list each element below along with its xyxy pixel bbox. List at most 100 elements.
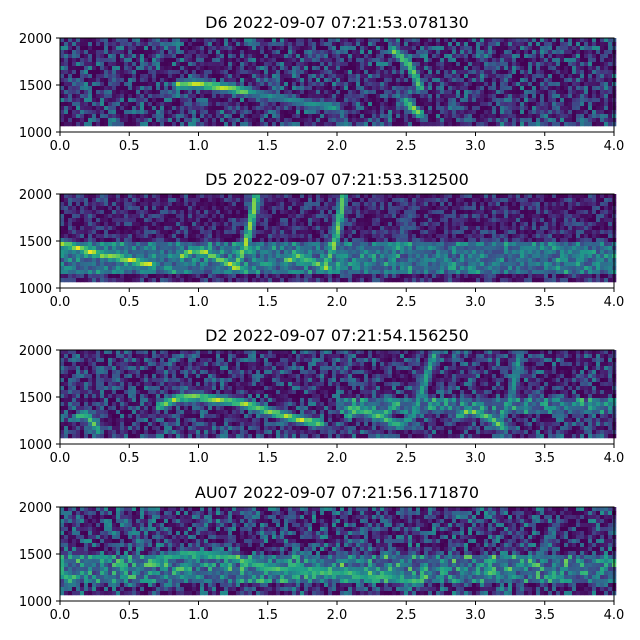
spectrogram-cell — [472, 46, 477, 51]
spectrogram-cell — [76, 218, 81, 223]
spectrogram-cell — [204, 206, 209, 211]
spectrogram-cell — [528, 206, 533, 211]
spectrogram-cell — [196, 70, 201, 75]
spectrogram-cell — [348, 38, 353, 43]
spectrogram-cell — [400, 114, 405, 119]
spectrogram-cell — [488, 42, 493, 47]
spectrogram-cell — [144, 106, 149, 111]
spectrogram-cell — [452, 82, 457, 87]
spectrogram-cell — [364, 102, 369, 107]
spectrogram-cell — [596, 42, 601, 47]
spectrogram-cell — [576, 106, 581, 111]
spectrogram-cell — [296, 106, 301, 111]
spectrogram-cell — [472, 38, 477, 43]
spectrogram-cell — [196, 238, 201, 243]
spectrogram-cell — [380, 38, 385, 43]
spectrogram-cell — [88, 66, 93, 71]
spectrogram-cell — [184, 238, 189, 243]
spectrogram-cell — [308, 198, 313, 203]
spectrogram-cell — [108, 90, 113, 95]
spectrogram-cell — [372, 202, 377, 207]
spectrogram-cell — [356, 222, 361, 227]
spectrogram-cell — [184, 118, 189, 123]
spectrogram-cell — [232, 98, 237, 103]
spectrogram-cell — [188, 246, 193, 251]
spectrogram-cell — [416, 106, 421, 111]
spectrogram-cell — [140, 206, 145, 211]
spectrogram-cell — [348, 46, 353, 51]
spectrogram-cell — [588, 218, 593, 223]
spectrogram-cell — [348, 198, 353, 203]
spectrogram-cell — [412, 82, 417, 87]
spectrogram-cell — [212, 198, 217, 203]
spectrogram-cell — [404, 106, 409, 111]
spectrogram-cell — [84, 122, 89, 127]
spectrogram-cell — [604, 94, 609, 99]
spectrogram-cell — [220, 106, 225, 111]
spectrogram-cell — [352, 198, 357, 203]
spectrogram-cell — [448, 202, 453, 207]
spectrogram-cell — [512, 46, 517, 51]
spectrogram-cell — [324, 66, 329, 71]
spectrogram-cell — [116, 242, 121, 247]
spectrogram-cell — [232, 122, 237, 127]
spectrogram-cell — [176, 98, 181, 103]
spectrogram-cell — [384, 82, 389, 87]
spectrogram-cell — [296, 214, 301, 219]
spectrogram-cell — [152, 82, 157, 87]
spectrogram-cell — [232, 206, 237, 211]
spectrogram-cell — [92, 86, 97, 91]
spectrogram-cell — [60, 210, 65, 215]
spectrogram-cell — [404, 58, 409, 63]
spectrogram-cell — [468, 70, 473, 75]
spectrogram-cell — [132, 38, 137, 43]
spectrogram-cell — [224, 118, 229, 123]
spectrogram-cell — [332, 90, 337, 95]
spectrogram-cell — [212, 98, 217, 103]
spectrogram-cell — [80, 42, 85, 47]
spectrogram-cell — [604, 198, 609, 203]
spectrogram-cell — [148, 62, 153, 67]
spectrogram-cell — [244, 238, 249, 243]
spectrogram-cell — [112, 82, 117, 87]
spectrogram-cell — [124, 246, 129, 251]
spectrogram-cell — [68, 242, 73, 247]
spectrogram-cell — [120, 242, 125, 247]
spectrogram-cell — [440, 74, 445, 79]
spectrogram-cell — [268, 42, 273, 47]
spectrogram-cell — [268, 106, 273, 111]
spectrogram-cell — [204, 214, 209, 219]
spectrogram-cell — [172, 58, 177, 63]
spectrogram-cell — [216, 118, 221, 123]
spectrogram-cell — [588, 42, 593, 47]
spectrogram-cell — [392, 54, 397, 59]
spectrogram-cell — [108, 238, 113, 243]
spectrogram-cell — [144, 234, 149, 239]
spectrogram-cell — [76, 106, 81, 111]
spectrogram-cell — [72, 82, 77, 87]
spectrogram-cell — [428, 74, 433, 79]
spectrogram-cell — [484, 74, 489, 79]
spectrogram-cell — [80, 38, 85, 43]
spectrogram-cell — [220, 82, 225, 87]
spectrogram-cell — [456, 54, 461, 59]
spectrogram-cell — [120, 78, 125, 83]
spectrogram-cell — [320, 106, 325, 111]
spectrogram-cell — [336, 86, 341, 91]
spectrogram-cell — [208, 46, 213, 51]
spectrogram-cell — [444, 46, 449, 51]
spectrogram-cell — [456, 46, 461, 51]
spectrogram-cell — [192, 102, 197, 107]
spectrogram-cell — [396, 198, 401, 203]
spectrogram-cell — [360, 78, 365, 83]
spectrogram-cell — [176, 58, 181, 63]
spectrogram-cell — [488, 194, 493, 199]
spectrogram-cell — [272, 82, 277, 87]
spectrogram-cell — [356, 194, 361, 199]
spectrogram-cell — [596, 234, 601, 239]
spectrogram-cell — [400, 98, 405, 103]
spectrogram-cell — [452, 90, 457, 95]
spectrogram-cell — [116, 238, 121, 243]
spectrogram-cell — [152, 194, 157, 199]
spectrogram-cell — [508, 38, 513, 43]
